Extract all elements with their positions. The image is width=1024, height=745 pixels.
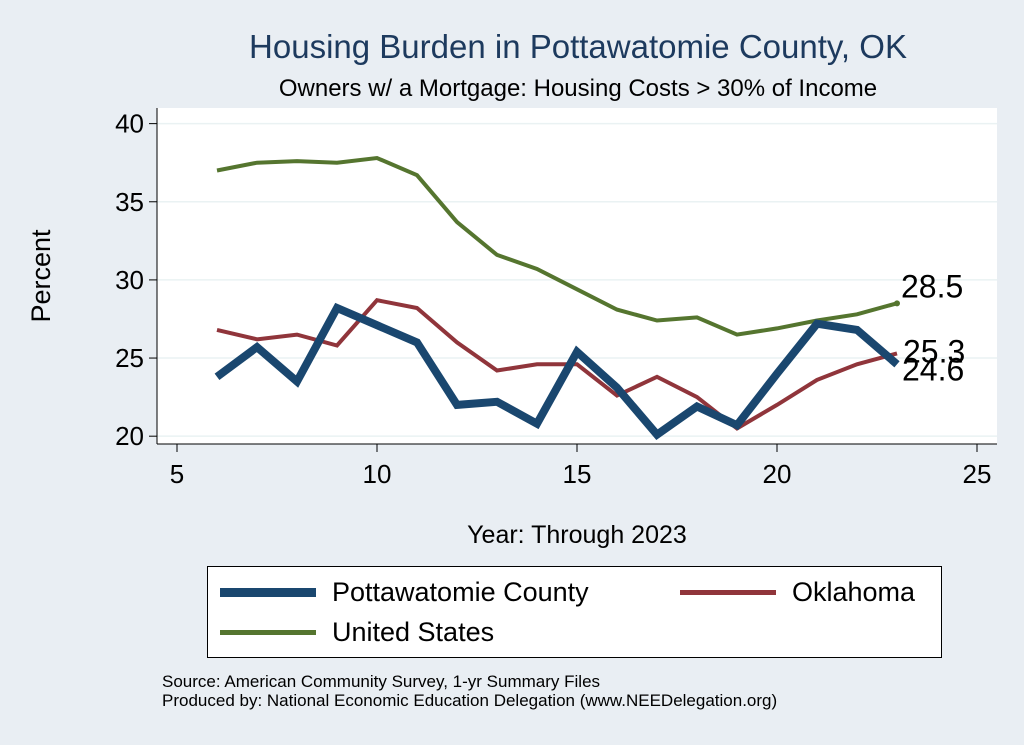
- legend: Pottawatomie County Oklahoma United Stat…: [207, 566, 942, 658]
- produced-by-line: Produced by: National Economic Education…: [162, 691, 778, 710]
- legend-item-pottawatomie: Pottawatomie County: [220, 577, 589, 608]
- x-axis-label: Year: Through 2023: [467, 521, 687, 549]
- source-line: Source: American Community Survey, 1-yr …: [162, 672, 601, 691]
- y-axis-ticks: 20 25 30 35 40: [115, 109, 157, 451]
- x-tick-label: 15: [563, 459, 592, 489]
- series-line-united-states: [216, 155, 898, 337]
- x-tick-label: 5: [170, 459, 184, 489]
- series-line-pottawatomie-county: [214, 302, 900, 440]
- y-tick-label: 25: [115, 343, 144, 373]
- x-tick-label: 20: [763, 459, 792, 489]
- x-tick-label: 10: [363, 459, 392, 489]
- y-tick-label: 40: [115, 109, 144, 139]
- series-lines: [214, 155, 900, 440]
- legend-swatch-oklahoma: [680, 590, 776, 595]
- y-tick-label: 20: [115, 421, 144, 451]
- endpoint-marker-united-states: [894, 300, 900, 307]
- y-tick-label: 30: [115, 265, 144, 295]
- x-tick-label: 25: [963, 459, 992, 489]
- gridlines: [157, 122, 997, 437]
- source-note: Source: American Community Survey, 1-yr …: [162, 672, 777, 710]
- legend-label-pottawatomie: Pottawatomie County: [332, 577, 589, 607]
- end-label-oklahoma: 25.3: [903, 333, 965, 369]
- chart-title: Housing Burden in Pottawatomie County, O…: [249, 28, 907, 65]
- chart-subtitle: Owners w/ a Mortgage: Housing Costs > 30…: [278, 75, 878, 102]
- legend-item-united-states: United States: [220, 617, 494, 648]
- legend-swatch-pottawatomie: [220, 588, 316, 597]
- plot-area: [157, 108, 997, 444]
- y-axis-label: Percent: [26, 229, 56, 323]
- legend-item-oklahoma: Oklahoma: [680, 577, 915, 608]
- end-label-united-states: 28.5: [901, 268, 963, 304]
- end-labels: 24.625.3 28.5: [894, 268, 965, 387]
- y-tick-label: 35: [115, 187, 144, 217]
- legend-label-oklahoma: Oklahoma: [792, 577, 916, 607]
- legend-label-united-states: United States: [332, 617, 495, 647]
- legend-swatch-united-states: [220, 630, 316, 635]
- x-axis-ticks: 5 10 15 20 25: [170, 444, 992, 489]
- series-line-oklahoma: [216, 298, 898, 431]
- end-label-pottawatomie-county: 24.6: [902, 351, 964, 387]
